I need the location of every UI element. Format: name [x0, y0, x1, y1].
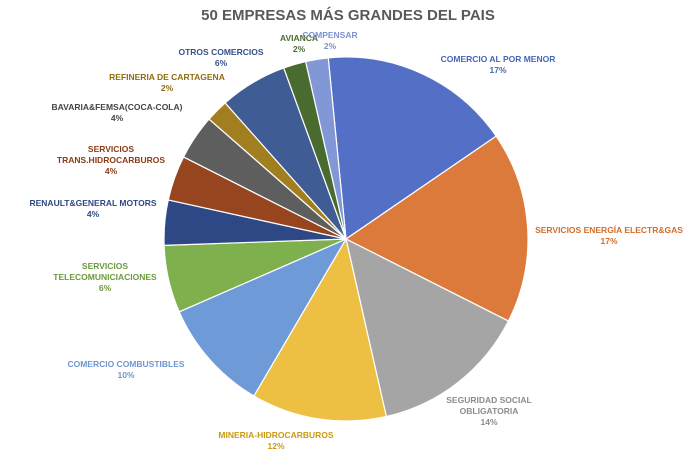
- slice-label: COMERCIO AL POR MENOR 17%: [441, 54, 556, 75]
- slice-label: SEGURIDAD SOCIAL OBLIGATORIA 14%: [446, 395, 531, 427]
- slice-label: SERVICIOS ENERGÍA ELECTR&GAS 17%: [535, 225, 683, 246]
- slice-label: RENAULT&GENERAL MOTORS 4%: [29, 198, 156, 219]
- slice-labels: COMERCIO AL POR MENOR 17% SERVICIOS ENERGÍ…: [29, 30, 683, 451]
- slice-label: MINERIA-HIDROCARBUROS 12%: [218, 430, 334, 451]
- pie-slice: [253, 237, 388, 422]
- chart-title: 50 EMPRESAS MÁS GRANDES DEL PAIS: [201, 7, 495, 24]
- pie-slice: [304, 57, 347, 240]
- pie-slice: [345, 237, 510, 418]
- slice-label: REFINERIA DE CARTAGENA 2%: [109, 72, 225, 93]
- slice-label: AVIANCA 2%: [280, 33, 318, 54]
- slice-label: OTROS COMERCIOS 6%: [178, 47, 263, 68]
- slice-label: BAVARIA&FEMSA(COCA-COLA) 4%: [52, 102, 183, 123]
- pie-slice: [178, 237, 348, 397]
- pie-slice: [344, 135, 529, 322]
- pie-slices: [163, 56, 529, 422]
- slice-label: COMERCIO COMBUSTIBLES 10%: [67, 359, 184, 380]
- slice-label: SERVICIOS TRANS.HIDROCARBUROS 4%: [57, 144, 165, 176]
- pie-slice: [327, 56, 498, 241]
- slice-label: COMPENSAR 2%: [302, 30, 357, 51]
- slice-label: SERVICIOS TELECOMUNICIACIONES 6%: [53, 261, 157, 293]
